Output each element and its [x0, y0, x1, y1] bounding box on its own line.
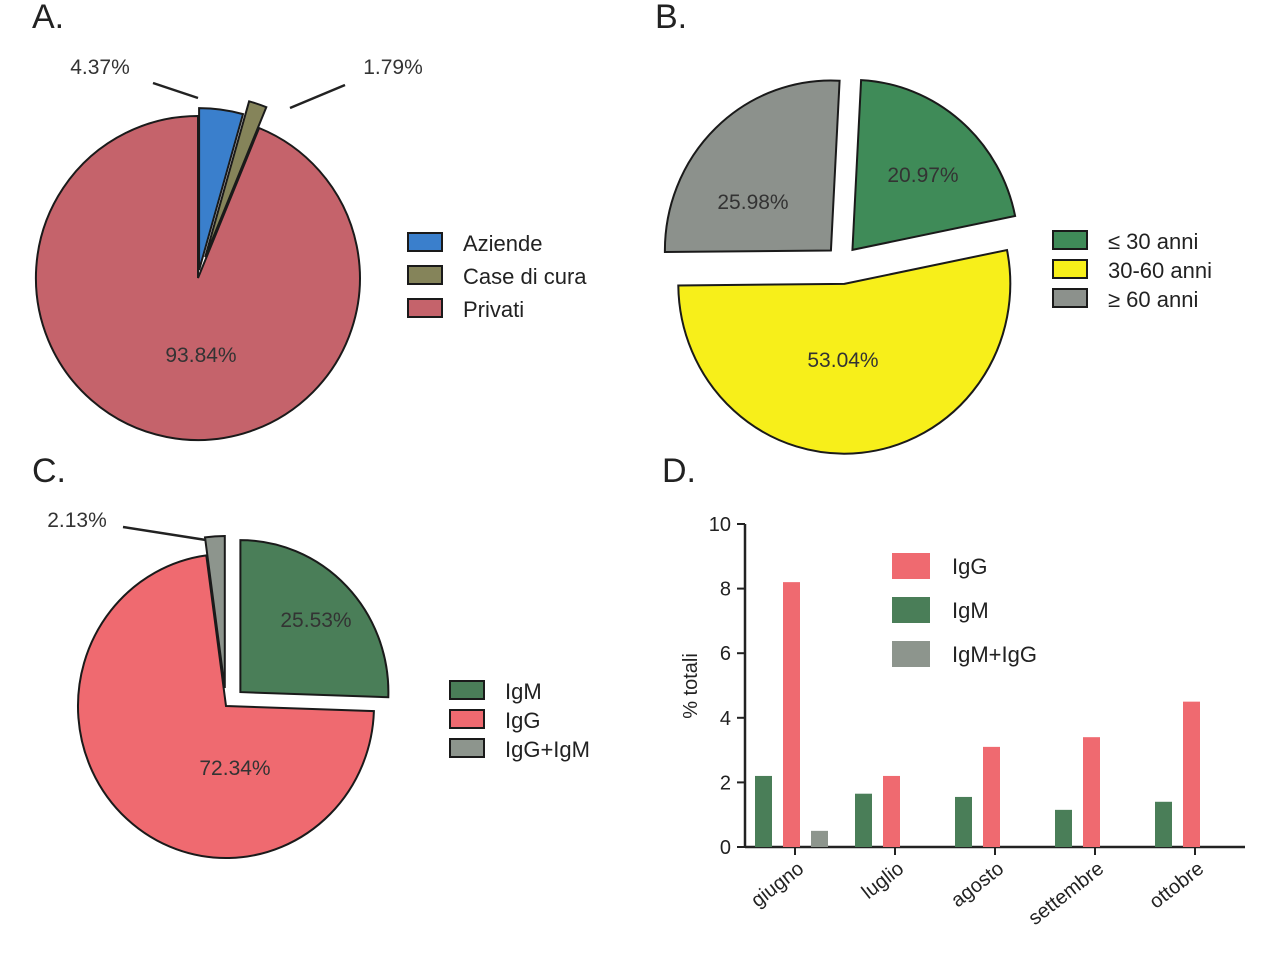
- pie-slice-30-60: [677, 248, 1012, 455]
- legend-swatch: [449, 738, 485, 758]
- pie-value-label: 1.79%: [363, 56, 423, 79]
- pie-value-label: 25.53%: [280, 609, 351, 632]
- pie-value-label: 25.98%: [717, 191, 788, 214]
- legend-label: IgG: [952, 554, 987, 579]
- legend-label: ≤ 30 anni: [1108, 229, 1198, 254]
- legend-swatch: [407, 298, 443, 318]
- legend-label: 30-60 anni: [1108, 258, 1212, 283]
- x-tick-label: ottobre: [1145, 858, 1208, 914]
- y-axis-label: % totali: [680, 653, 702, 719]
- legend-label: IgM: [952, 598, 989, 623]
- legend-label: IgM: [505, 679, 542, 704]
- legend-label: Aziende: [463, 231, 543, 256]
- y-tick-label: 2: [720, 772, 731, 794]
- legend-swatch: [407, 232, 443, 252]
- bar-igg-luglio: [883, 775, 900, 847]
- panel-letter-d: D.: [662, 452, 696, 490]
- leader-line: [289, 83, 346, 110]
- legend-label: Case di cura: [463, 264, 587, 289]
- pie-slice-over-60: [663, 79, 841, 254]
- leader-line: [122, 525, 207, 542]
- x-tick-label: luglio: [858, 858, 908, 904]
- bar-igg-ottobre: [1183, 701, 1200, 847]
- legend-swatch: [1052, 288, 1088, 308]
- bar-igm-luglio: [855, 793, 872, 847]
- bar-igm-settembre: [1055, 809, 1072, 847]
- legend-swatch: [407, 265, 443, 285]
- legend-swatch: [1052, 230, 1088, 250]
- pie-slice-case-di-cura: [204, 100, 268, 258]
- pie-value-label: 2.13%: [47, 509, 107, 532]
- bar-igm-agosto: [955, 796, 972, 847]
- y-tick-label: 6: [720, 643, 731, 665]
- bar-igm-ottobre: [1155, 801, 1172, 847]
- panel-letter-c: C.: [32, 452, 66, 490]
- x-tick-label: giugno: [747, 858, 808, 912]
- y-tick-label: 10: [709, 514, 731, 536]
- legend-swatch: [449, 709, 485, 729]
- bar-igm-giugno: [755, 775, 772, 847]
- legend-label: ≥ 60 anni: [1108, 287, 1198, 312]
- pie-slice-igg-igm: [203, 534, 226, 689]
- pie-slice-aziende: [198, 107, 245, 271]
- bar-igg-settembre: [1083, 737, 1100, 847]
- pie-slice-igg: [77, 554, 375, 860]
- y-tick-label: 8: [720, 579, 731, 601]
- leader-line: [152, 81, 199, 100]
- x-tick-label: settembre: [1024, 858, 1108, 930]
- pie-slice-privati: [34, 114, 361, 441]
- pie-value-label: 53.04%: [807, 349, 878, 372]
- panel-letter-a: A.: [32, 0, 65, 36]
- legend-swatch: [449, 680, 485, 700]
- legend-swatch: [892, 553, 930, 579]
- pie-slice-under-30: [851, 79, 1017, 252]
- pie-value-label: 72.34%: [199, 757, 270, 780]
- pie-value-label: 4.37%: [70, 56, 130, 79]
- legend-label: Privati: [463, 297, 524, 322]
- bar-igg-giugno: [783, 582, 800, 847]
- pie-value-label: 93.84%: [165, 344, 236, 367]
- pie-value-label: 20.97%: [887, 164, 958, 187]
- panel-letter-b: B.: [655, 0, 688, 36]
- y-tick-label: 4: [720, 708, 731, 730]
- legend-swatch: [1052, 259, 1088, 279]
- bar-igg-agosto: [983, 746, 1000, 847]
- legend-label: IgG+IgM: [505, 737, 590, 762]
- legend-label: IgG: [505, 708, 540, 733]
- legend-label: IgM+IgG: [952, 642, 1037, 667]
- bar-igm-igg-giugno: [811, 830, 828, 847]
- y-tick-label: 0: [720, 837, 731, 859]
- legend-swatch: [892, 597, 930, 623]
- pie-slice-igm: [239, 539, 390, 699]
- legend-swatch: [892, 641, 930, 667]
- x-tick-label: agosto: [947, 858, 1008, 912]
